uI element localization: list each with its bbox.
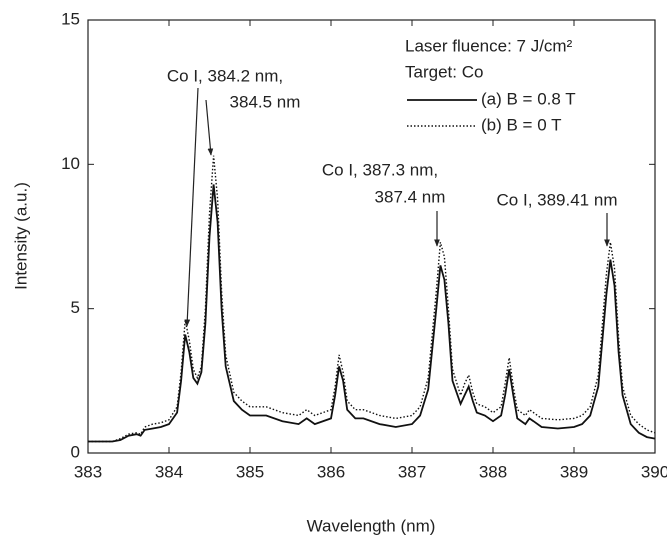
legend-title: Laser fluence: 7 J/cm² xyxy=(405,36,573,55)
y-tick-label: 10 xyxy=(61,154,80,173)
annotation: 387.4 nm xyxy=(375,187,446,206)
x-tick-label: 385 xyxy=(236,462,264,481)
x-tick-label: 386 xyxy=(317,462,345,481)
annotation: 384.5 nm xyxy=(230,92,301,111)
annotation: Co I, 384.2 nm, xyxy=(167,66,283,85)
annotation: Co I, 389.41 nm xyxy=(497,190,618,209)
annotation: Co I, 387.3 nm, xyxy=(322,160,438,179)
plot-frame xyxy=(87,19,656,454)
y-axis-label: Intensity (a.u.) xyxy=(11,182,30,290)
y-tick-label: 0 xyxy=(71,442,80,461)
legend-title: Target: Co xyxy=(405,62,483,81)
x-tick-label: 387 xyxy=(398,462,426,481)
data-line xyxy=(88,155,656,443)
legend-label: (a) B = 0.8 T xyxy=(481,89,576,108)
x-tick-label: 389 xyxy=(560,462,588,481)
x-tick-label: 383 xyxy=(74,462,102,481)
x-tick-label: 384 xyxy=(155,462,183,481)
data-line xyxy=(88,184,656,443)
y-tick-label: 15 xyxy=(61,9,80,28)
y-tick-label: 5 xyxy=(71,298,80,317)
x-tick-label: 388 xyxy=(479,462,507,481)
x-tick-label: 390 xyxy=(641,462,667,481)
x-axis-label: Wavelength (nm) xyxy=(307,516,436,535)
legend-label: (b) B = 0 T xyxy=(481,115,561,134)
arrow xyxy=(184,87,199,327)
arrow xyxy=(205,99,214,156)
